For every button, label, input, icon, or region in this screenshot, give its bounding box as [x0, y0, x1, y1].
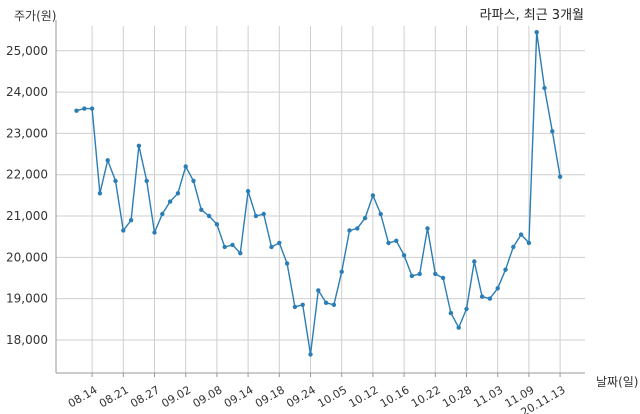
data-point: [121, 228, 126, 233]
data-point: [362, 215, 368, 221]
data-point: [277, 240, 282, 246]
data-point: [386, 240, 391, 246]
data-point: [425, 226, 430, 231]
data-point: [82, 106, 87, 111]
data-point: [136, 143, 142, 148]
data-point: [175, 191, 181, 196]
x-tick-label: 10.22: [409, 383, 443, 410]
x-tick-label: 10.05: [315, 383, 349, 410]
data-point: [355, 226, 360, 231]
data-point: [191, 178, 196, 184]
data-point: [113, 178, 118, 184]
data-point: [238, 251, 243, 256]
x-tick-label: 11.03: [471, 383, 505, 410]
data-point: [152, 230, 157, 235]
x-tick-label: 08.27: [128, 383, 162, 410]
y-tick-label: 25,000: [6, 44, 48, 58]
data-point: [316, 288, 321, 293]
data-point: [206, 213, 212, 219]
x-tick-label: 09.08: [191, 383, 225, 410]
data-point: [394, 238, 399, 243]
data-point: [433, 271, 438, 277]
data-point: [479, 294, 485, 299]
data-point: [464, 306, 469, 312]
x-tick-label: 10.12: [347, 383, 381, 410]
y-tick-label: 20,000: [6, 250, 48, 264]
data-point: [534, 30, 539, 35]
x-tick-label: 09.14: [222, 383, 256, 410]
data-point: [253, 213, 259, 219]
data-point: [167, 199, 173, 204]
y-axis-label: 주가(원): [14, 9, 56, 23]
x-tick-label: 09.02: [159, 383, 193, 410]
data-point: [472, 259, 477, 264]
x-tick-label: 10.28: [440, 383, 474, 410]
data-point: [308, 352, 313, 357]
data-point: [557, 174, 563, 179]
data-point: [550, 129, 555, 134]
data-point: [128, 218, 134, 223]
data-point: [105, 158, 110, 163]
data-point: [417, 271, 422, 277]
y-tick-label: 22,000: [6, 168, 48, 182]
data-point: [526, 240, 532, 246]
data-point: [183, 164, 188, 169]
data-point: [503, 267, 508, 272]
y-tick-label: 21,000: [6, 209, 48, 223]
data-point: [448, 310, 454, 316]
data-point: [347, 228, 352, 233]
y-tick-label: 18,000: [6, 333, 48, 347]
data-point: [144, 178, 149, 184]
y-tick-label: 19,000: [6, 292, 48, 306]
data-point: [378, 211, 383, 217]
x-tick-label: 09.18: [253, 383, 287, 410]
x-tick-labels: 08.1408.2108.2709.0209.0809.1409.1809.24…: [66, 383, 568, 414]
x-tick-label: 10.16: [378, 383, 412, 410]
data-point: [199, 207, 204, 212]
data-point: [261, 211, 266, 217]
grid-lines: [56, 26, 585, 373]
data-point: [456, 325, 461, 330]
data-point: [269, 244, 274, 250]
data-point: [300, 302, 305, 307]
x-tick-label: 08.14: [66, 383, 100, 410]
data-point: [97, 191, 103, 196]
chart-title: 라파스, 최근 3개월: [480, 8, 584, 23]
data-point: [214, 222, 220, 227]
data-point: [487, 296, 493, 301]
x-tick-label: 09.24: [284, 383, 318, 410]
axes: [55, 20, 585, 377]
data-point: [230, 242, 235, 248]
data-point: [518, 232, 524, 237]
data-point: [284, 261, 290, 266]
series-line: [76, 31, 561, 356]
data-point: [245, 189, 251, 194]
data-point: [495, 286, 500, 291]
data-point: [331, 302, 337, 307]
data-point: [89, 106, 95, 111]
data-point: [440, 275, 446, 281]
x-tick-label: 08.21: [97, 383, 131, 410]
x-axis-label: 날짜(일): [596, 375, 638, 389]
data-point: [511, 244, 516, 250]
data-point: [222, 244, 227, 250]
data-point: [74, 108, 79, 113]
data-point: [401, 253, 407, 258]
data-point: [370, 193, 376, 198]
y-tick-labels: 18,000 19,000 20,000 21,000 22,000 23,000 24,0…: [6, 44, 48, 347]
data-point: [409, 273, 415, 279]
y-tick-label: 24,000: [6, 85, 48, 99]
data-point: [339, 269, 344, 274]
y-tick-label: 23,000: [6, 126, 48, 140]
data-point: [292, 304, 298, 310]
data-point: [323, 300, 329, 305]
data-point: [542, 85, 547, 91]
data-point: [160, 211, 165, 217]
series-price: [74, 30, 563, 357]
